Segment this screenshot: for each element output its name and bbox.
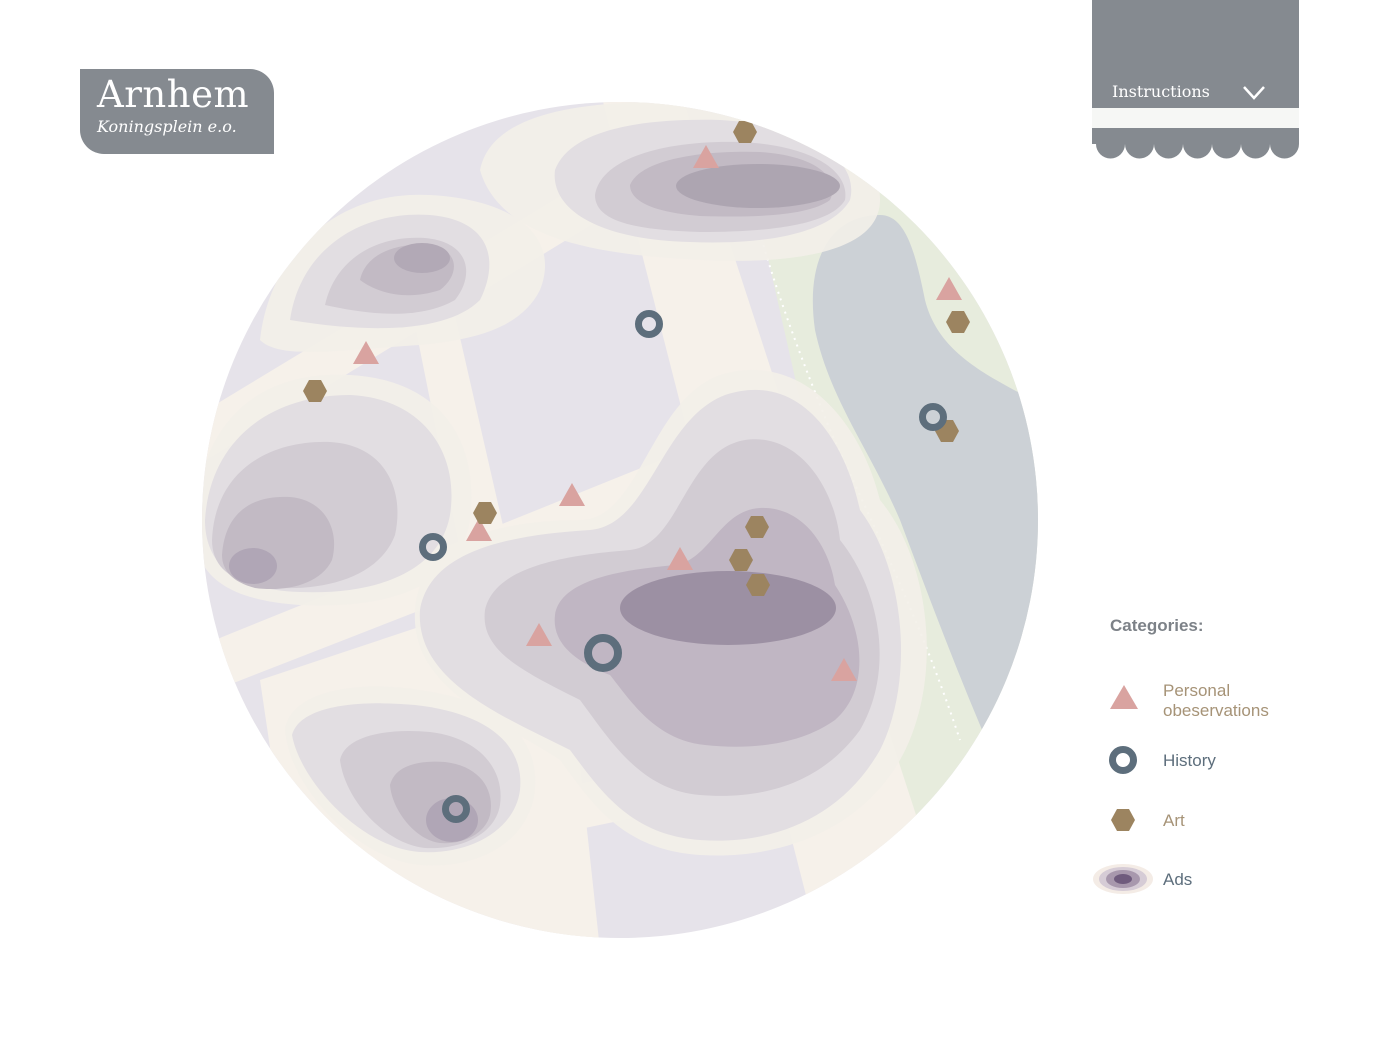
- legend-item-art[interactable]: Art: [1092, 800, 1372, 840]
- hexagon-marker[interactable]: [733, 121, 757, 143]
- ring-marker[interactable]: [442, 795, 470, 823]
- triangle-marker[interactable]: [559, 483, 585, 506]
- scallop-edge: [1092, 128, 1299, 159]
- personal-observation-markers: [353, 145, 962, 681]
- legend-label: Personal obeservations: [1163, 681, 1269, 720]
- chevron-down-icon[interactable]: [1242, 82, 1266, 102]
- hexagon-marker[interactable]: [473, 502, 497, 524]
- triangle-marker[interactable]: [693, 145, 719, 168]
- triangle-marker[interactable]: [466, 518, 492, 541]
- triangle-marker[interactable]: [353, 341, 379, 364]
- legend-label: History: [1163, 751, 1216, 770]
- area-subtitle: Koningsplein e.o.: [97, 117, 237, 136]
- hexagon-marker[interactable]: [745, 516, 769, 538]
- ring-icon: [1109, 746, 1137, 774]
- hexagon-icon: [1111, 809, 1135, 831]
- ring-marker[interactable]: [419, 533, 447, 561]
- history-markers: [419, 310, 947, 823]
- instructions-label[interactable]: Instructions: [1112, 82, 1210, 101]
- ring-marker[interactable]: [584, 634, 622, 672]
- legend-label: Art: [1163, 811, 1185, 830]
- city-title: Arnhem: [97, 73, 250, 116]
- triangle-icon: [1110, 685, 1138, 709]
- triangle-marker[interactable]: [831, 658, 857, 681]
- instructions-strip: [1092, 108, 1299, 128]
- location-title-badge: Arnhem Koningsplein e.o.: [80, 69, 274, 154]
- legend-item-ads[interactable]: Ads: [1092, 859, 1372, 899]
- hexagon-marker[interactable]: [746, 574, 770, 596]
- ring-marker[interactable]: [919, 403, 947, 431]
- hexagon-marker[interactable]: [729, 549, 753, 571]
- hexagon-marker[interactable]: [303, 380, 327, 402]
- ads-heat-layer: [202, 102, 927, 866]
- triangle-marker[interactable]: [936, 277, 962, 300]
- water-area: [812, 215, 1038, 760]
- hexagon-marker[interactable]: [946, 311, 970, 333]
- ring-marker[interactable]: [635, 310, 663, 338]
- legend-item-history[interactable]: History: [1092, 740, 1372, 780]
- legend-title: Categories:: [1110, 616, 1204, 635]
- triangle-marker[interactable]: [667, 547, 693, 570]
- legend-item-personal-observations[interactable]: Personal obeservations: [1092, 678, 1372, 720]
- heat-blob-icon: [1093, 864, 1153, 894]
- instructions-dropdown[interactable]: Instructions: [1092, 0, 1299, 160]
- instructions-header: [1092, 0, 1299, 108]
- legend-label: Ads: [1163, 870, 1193, 889]
- triangle-marker[interactable]: [526, 623, 552, 646]
